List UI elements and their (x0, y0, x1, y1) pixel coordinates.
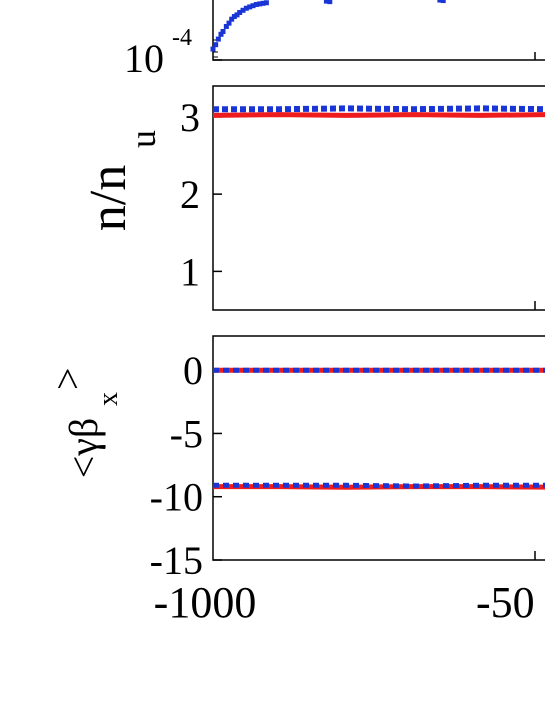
top-series-point (250, 3, 256, 9)
top-series-point (323, 0, 329, 4)
top-series-point (220, 28, 226, 34)
middle-y-tick-label: 1 (180, 249, 200, 294)
top-series-point (257, 1, 263, 7)
top-series-point (263, 0, 269, 6)
top-series-point (440, 0, 446, 4)
middle-y-label-sub: u (123, 130, 163, 148)
top-series-point (253, 1, 259, 7)
bottom-y-tick-label: -15 (150, 538, 203, 583)
top-panel-frame (212, 0, 545, 61)
top-series-point (226, 20, 232, 26)
middle-y-axis-label: n/n u (80, 130, 163, 231)
top-series-point (215, 36, 221, 42)
bottom-y-axis-label: <γβ x> (45, 367, 124, 478)
top-series-point (327, 0, 333, 5)
top-series-point (247, 4, 253, 10)
top-series-point (231, 14, 237, 20)
top-series-point (237, 9, 243, 15)
top-series-point (229, 16, 235, 22)
top-series-point (437, 0, 443, 3)
top-series-point (213, 42, 219, 48)
top-y-tick-exponent: -4 (172, 25, 192, 51)
top-panel: 10 -4 (124, 0, 545, 81)
middle-y-tick-label: 2 (180, 172, 200, 217)
middle-panel: 1 2 3 n/n u (80, 85, 545, 311)
top-series-point (240, 7, 246, 13)
blue-series-line (213, 482, 545, 489)
top-series-point (243, 5, 249, 11)
middle-panel-frame (212, 85, 545, 311)
top-series-point (223, 23, 229, 29)
x-tick-label: -50 (476, 578, 535, 627)
top-series-point (234, 12, 240, 18)
bottom-y-tick-label: -5 (170, 411, 203, 456)
top-series-point (218, 31, 224, 37)
bottom-y-label-sub: x (93, 392, 124, 406)
red-series-line (212, 112, 545, 118)
bottom-y-label-close: > (45, 367, 90, 390)
middle-y-tick-label: 3 (180, 95, 200, 140)
top-series-point (260, 0, 266, 6)
bottom-panel-frame (212, 335, 545, 561)
x-tick-label: -1000 (154, 578, 257, 627)
middle-y-label-main: n/n (80, 165, 137, 231)
bottom-y-tick-label: -10 (150, 475, 203, 520)
bottom-y-tick-label: 0 (183, 348, 203, 393)
top-y-tick-label: 10 (124, 36, 164, 81)
top-series-point (210, 46, 216, 52)
bottom-panel: 0 -5 -10 -15 <γβ x> -1000 -50 (45, 335, 545, 627)
bottom-y-label-main: <γβ (61, 418, 106, 479)
blue-series-line (213, 105, 545, 113)
